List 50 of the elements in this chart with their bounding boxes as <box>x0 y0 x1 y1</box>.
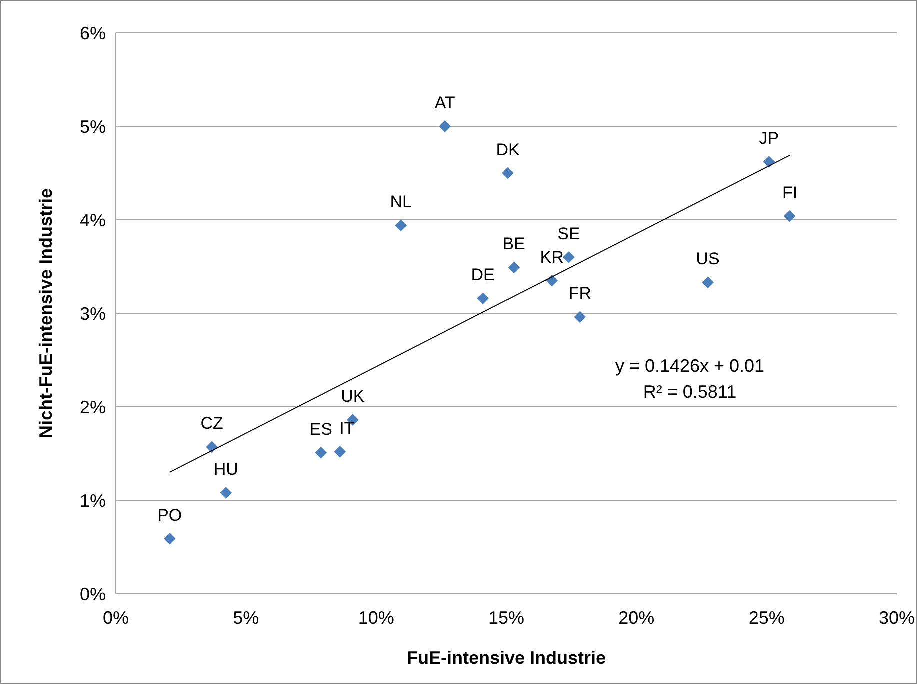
annotation: AT <box>434 94 456 112</box>
x-tick-label: 15% <box>488 608 525 628</box>
annotation: ES <box>310 420 332 439</box>
annotation: FR <box>568 284 592 304</box>
point <box>508 262 520 274</box>
point <box>164 532 176 545</box>
annotation: DE <box>471 266 495 285</box>
y-tick-label: 5% <box>80 116 106 137</box>
y-tick-label: 4% <box>80 210 106 230</box>
annotation: DK <box>496 140 521 160</box>
point <box>477 292 490 304</box>
annotation: UK <box>341 387 366 406</box>
point <box>502 167 514 180</box>
annotation: BE <box>502 234 526 254</box>
x-tick-label: 5% <box>233 608 260 628</box>
point <box>334 446 346 458</box>
x-tick-label: 30% <box>878 608 916 628</box>
annotation: KR <box>540 248 564 267</box>
point <box>763 156 776 168</box>
annotation: PO <box>158 506 182 525</box>
point <box>546 274 558 287</box>
annotation: JP <box>759 129 780 148</box>
x-tick-label: 20% <box>618 608 655 628</box>
y-tick-label: 3% <box>80 304 106 324</box>
annotation: US <box>696 250 720 269</box>
point <box>702 276 714 289</box>
annotation: CZ <box>200 414 224 434</box>
point <box>563 251 575 264</box>
annotation: y = 0.1426x + 0.01 <box>615 356 765 376</box>
annotation: NL <box>390 192 412 212</box>
y-tick-label: 2% <box>80 397 106 418</box>
point <box>784 210 796 222</box>
point <box>395 220 408 232</box>
annotation: SE <box>558 224 580 244</box>
x-tick-label: 0% <box>102 608 130 628</box>
annotation: IT <box>340 418 355 438</box>
y-axis-title: Nicht-FuE-intensive Industrie <box>36 188 56 439</box>
point <box>439 120 451 132</box>
annotation: FI <box>782 183 798 202</box>
point <box>574 311 586 324</box>
annotation: R² = 0.5811 <box>643 382 737 402</box>
point <box>220 487 232 499</box>
y-tick-label: 6% <box>80 23 106 44</box>
point <box>315 446 328 459</box>
x-tick-label: 10% <box>358 608 394 628</box>
y-tick-label: 1% <box>80 490 106 511</box>
x-axis-title: FuE-intensive Industrie <box>406 648 606 668</box>
y-tick-label: 0% <box>80 584 106 604</box>
x-tick-label: 25% <box>748 608 785 628</box>
annotation: HU <box>214 460 238 480</box>
